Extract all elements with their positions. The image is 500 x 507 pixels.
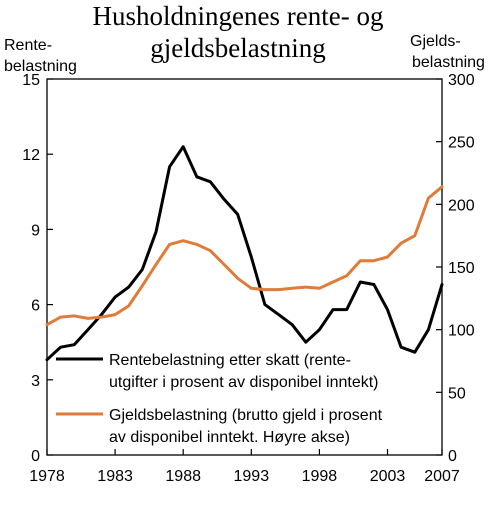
x-axis-ticks: 1978 1983 1988 1993 1998 2003 2007 <box>29 449 460 485</box>
right-tick-label: 150 <box>448 260 475 277</box>
left-axis-label-line1: Rente- <box>4 37 52 54</box>
right-axis-label-line2: belastning <box>412 54 485 71</box>
series-line-rentebelastning <box>45 145 444 362</box>
chart-title-line1: Husholdningenes rente- og <box>93 1 384 31</box>
chart-title-line2: gjeldsbelastning <box>150 33 325 63</box>
right-axis-label-line1: Gjelds- <box>410 33 461 50</box>
left-tick-label: 3 <box>31 373 40 390</box>
left-tick-label: 0 <box>31 448 40 465</box>
legend-label-rentebelastning-line1: Rentebelastning etter skatt (rente- <box>109 352 351 369</box>
x-tick-label: 1978 <box>29 468 65 485</box>
right-tick-label: 50 <box>448 385 466 402</box>
right-tick-label: 100 <box>448 323 475 340</box>
left-tick-label: 15 <box>22 72 40 89</box>
right-tick-label: 0 <box>448 448 457 465</box>
x-tick-label: 1998 <box>302 468 338 485</box>
x-tick-label: 1983 <box>97 468 133 485</box>
right-tick-label: 250 <box>448 135 475 152</box>
left-axis-ticks: 0 3 6 9 12 15 <box>22 72 53 465</box>
right-axis-ticks: 0 50 100 150 200 250 300 <box>436 72 475 465</box>
series-line-gjeldsbelastning <box>45 185 444 327</box>
legend: Rentebelastning etter skatt (rente- utgi… <box>56 352 383 446</box>
right-tick-label: 200 <box>448 197 475 214</box>
legend-label-rentebelastning-line2: utgifter i prosent av disponibel inntekt… <box>109 374 378 391</box>
left-tick-label: 12 <box>22 147 40 164</box>
left-tick-label: 6 <box>31 298 40 315</box>
x-tick-label: 1993 <box>234 468 270 485</box>
plot-frame <box>46 78 443 456</box>
legend-label-gjeldsbelastning-line1: Gjeldsbelastning (brutto gjeld i prosent <box>109 407 383 424</box>
x-tick-label: 2007 <box>424 468 460 485</box>
left-tick-label: 9 <box>31 222 40 239</box>
x-tick-label: 1988 <box>165 468 201 485</box>
legend-label-gjeldsbelastning-line2: av disponibel inntekt. Høyre akse) <box>109 429 350 446</box>
left-axis-label-line2: belastning <box>4 58 77 75</box>
right-tick-label: 300 <box>448 72 475 89</box>
x-tick-label: 2003 <box>370 468 406 485</box>
